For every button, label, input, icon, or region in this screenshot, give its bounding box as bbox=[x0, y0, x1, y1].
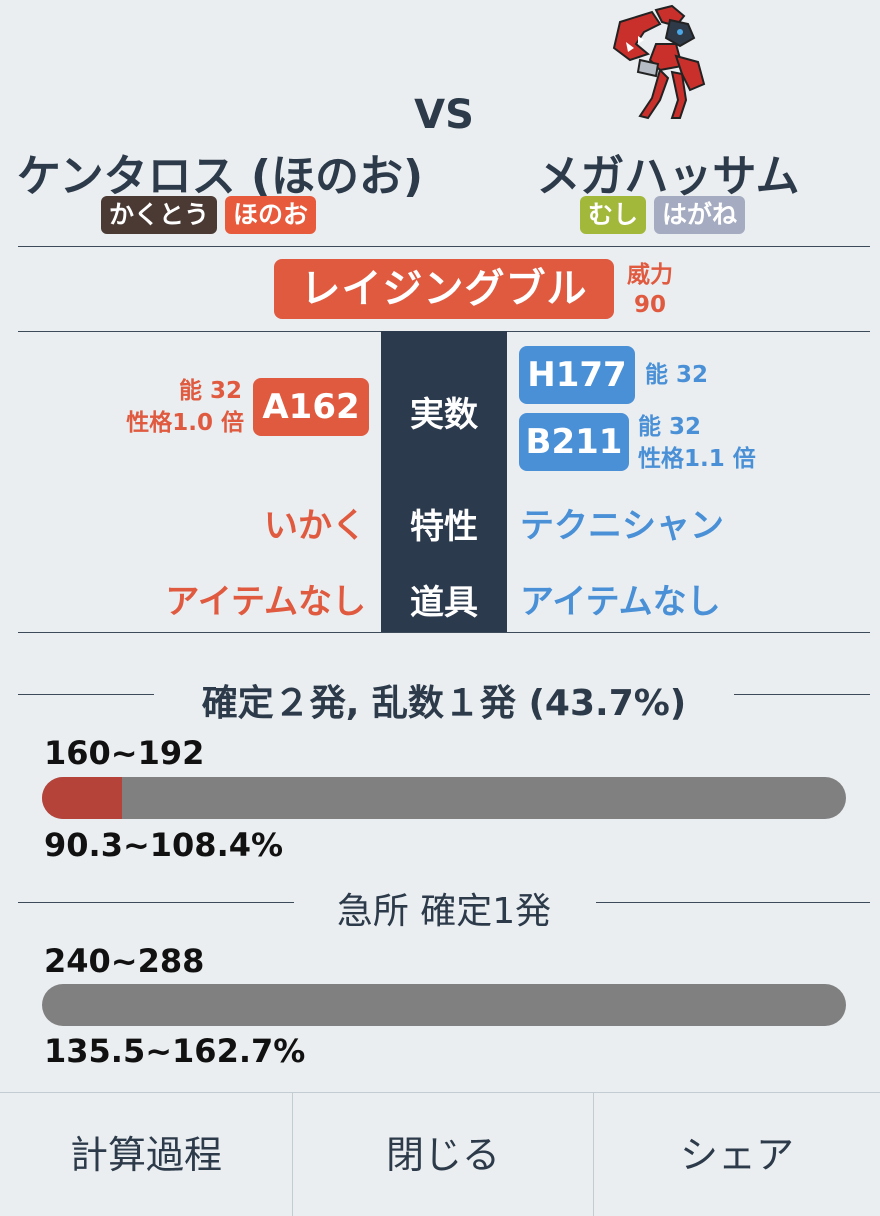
damage-range: 160~192 bbox=[44, 734, 205, 772]
type-badge-fire: ほのお bbox=[225, 196, 317, 234]
move-name[interactable]: レイジングブル bbox=[274, 259, 614, 319]
crit-damage-range: 240~288 bbox=[44, 942, 205, 980]
defender-name: メガハッサム bbox=[536, 151, 800, 202]
close-button[interactable]: 閉じる bbox=[385, 1133, 500, 1177]
crit-damage-percent: 135.5~162.7% bbox=[44, 1032, 306, 1070]
ability-label: 特性 bbox=[410, 507, 478, 547]
crit-summary-text: 急所 確定1発 bbox=[314, 891, 574, 932]
attacker-ev: 能 32 bbox=[178, 378, 242, 404]
defender-ability[interactable]: テクニシャン bbox=[520, 506, 724, 546]
move-power: 威力 90 bbox=[622, 260, 678, 320]
vs-label: VS bbox=[414, 92, 474, 138]
section-line bbox=[18, 902, 294, 903]
damage-percent: 90.3~108.4% bbox=[44, 826, 284, 864]
share-button[interactable]: シェア bbox=[679, 1133, 794, 1177]
hp-stat[interactable]: H177 bbox=[519, 346, 635, 404]
attacker-types: かくとう ほのお bbox=[101, 196, 317, 234]
defender-types: むし はがね bbox=[580, 196, 746, 234]
section-line bbox=[596, 902, 870, 903]
ko-summary-text: 確定２発, 乱数１発 (43.7%) bbox=[179, 683, 709, 724]
item-label: 道具 bbox=[410, 583, 478, 623]
type-badge-steel: はがね bbox=[654, 196, 746, 234]
button-separator bbox=[593, 1093, 594, 1216]
attacker-name: ケンタロス (ほのお) bbox=[16, 151, 424, 202]
divider bbox=[18, 632, 870, 633]
button-separator bbox=[292, 1093, 293, 1216]
stat-label-column: 実数 特性 道具 bbox=[381, 331, 507, 633]
divider bbox=[18, 246, 870, 247]
crit-summary: 急所 確定1発 bbox=[0, 882, 880, 934]
ko-summary: 確定２発, 乱数１発 (43.7%) bbox=[0, 674, 880, 726]
hp-bar-remaining bbox=[42, 777, 123, 819]
attacker-ability[interactable]: いかく bbox=[264, 506, 366, 546]
attacker-item[interactable]: アイテムなし bbox=[165, 582, 366, 622]
attacker-nature: 性格1.0 倍 bbox=[126, 410, 244, 436]
type-badge-bug: むし bbox=[580, 196, 647, 234]
power-label: 威力 bbox=[627, 262, 673, 288]
defender-hp-ev: 能 32 bbox=[645, 362, 709, 388]
section-line bbox=[734, 694, 870, 695]
hp-bar bbox=[42, 777, 846, 819]
bottom-toolbar: 計算過程 閉じる シェア bbox=[0, 1092, 880, 1216]
crit-hp-bar bbox=[42, 984, 846, 1026]
defense-stat[interactable]: B211 bbox=[519, 413, 629, 471]
attack-stat[interactable]: A162 bbox=[253, 378, 369, 436]
defender-nature: 性格1.1 倍 bbox=[638, 446, 756, 472]
defender-item[interactable]: アイテムなし bbox=[520, 582, 721, 622]
calc-process-button[interactable]: 計算過程 bbox=[69, 1133, 222, 1177]
defender-def-ev: 能 32 bbox=[638, 414, 702, 440]
mega-scizor-sprite bbox=[612, 4, 706, 120]
type-badge-fighting: かくとう bbox=[101, 196, 218, 234]
power-value: 90 bbox=[633, 292, 666, 318]
section-line bbox=[18, 694, 154, 695]
real-stat-label: 実数 bbox=[410, 395, 478, 435]
